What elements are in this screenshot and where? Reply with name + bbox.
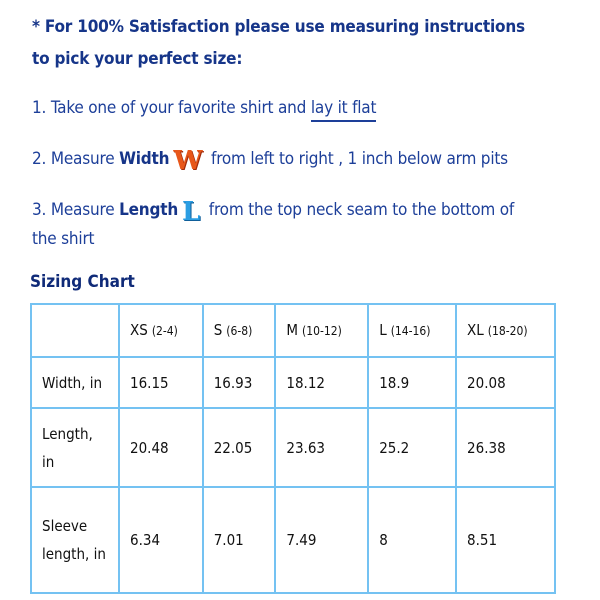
cell: 7.01 <box>201 486 277 594</box>
cell: 18.12 <box>274 356 370 409</box>
table-row: Length, in 20.48 22.05 23.63 25.2 26.38 <box>30 407 556 488</box>
step-text: from left to right , 1 inch below arm pi… <box>206 149 508 169</box>
cell: 16.15 <box>118 356 204 409</box>
header-cell: M (10-12) <box>274 303 370 358</box>
intro-line-2: to pick your perfect size: <box>32 49 243 69</box>
empty-header-cell <box>30 303 120 358</box>
step-text: from the top neck seam to the bottom of <box>204 200 515 220</box>
row-label: Sleeve length, in <box>30 486 120 594</box>
header-cell: XS (2-4) <box>118 303 204 358</box>
cell: 8.51 <box>455 486 556 594</box>
lay-it-flat-link[interactable]: lay it flat <box>310 98 376 122</box>
step-text: 3. Measure <box>32 200 120 220</box>
sizing-chart-title: Sizing Chart <box>30 272 135 292</box>
header-row: XS (2-4) S (6-8) M (10-12) L (14-16) XL (18-2… <box>30 303 556 358</box>
cell: 20.08 <box>455 356 556 409</box>
step-text: 1. Take one of your favorite shirt and <box>32 98 311 118</box>
step-3: 3. Measure Length L from the top neck sea… <box>32 197 514 227</box>
length-l-icon: L <box>182 197 201 227</box>
cell: 23.63 <box>274 407 370 488</box>
cell: 25.2 <box>367 407 458 488</box>
width-w-icon: W <box>173 146 203 176</box>
cell: 8 <box>367 486 458 594</box>
width-label: Width <box>119 149 170 169</box>
table-row: Sleeve length, in 6.34 7.01 7.49 8 8.51 <box>30 486 556 594</box>
row-label: Length, in <box>30 407 120 488</box>
step-text: 2. Measure <box>32 149 120 169</box>
step-2: 2. Measure Width W from left to right , 1… <box>32 146 508 176</box>
header-cell: XL (18-20) <box>455 303 556 358</box>
header-cell: L (14-16) <box>367 303 458 358</box>
row-label: Width, in <box>30 356 120 409</box>
header-cell: S (6-8) <box>201 303 277 358</box>
cell: 20.48 <box>118 407 204 488</box>
sizing-table: XS (2-4) S (6-8) M (10-12) L (14-16) XL (18-2… <box>30 303 556 594</box>
step-3-cont: the shirt <box>32 229 95 249</box>
cell: 6.34 <box>118 486 204 594</box>
step-1: 1. Take one of your favorite shirt and l… <box>32 98 376 122</box>
cell: 18.9 <box>367 356 458 409</box>
cell: 22.05 <box>201 407 277 488</box>
length-label: Length <box>119 200 179 220</box>
cell: 7.49 <box>274 486 370 594</box>
intro-line-1: * For 100% Satisfaction please use measu… <box>32 17 525 37</box>
cell: 16.93 <box>201 356 277 409</box>
table-row: Width, in 16.15 16.93 18.12 18.9 20.08 <box>30 356 556 409</box>
cell: 26.38 <box>455 407 556 488</box>
